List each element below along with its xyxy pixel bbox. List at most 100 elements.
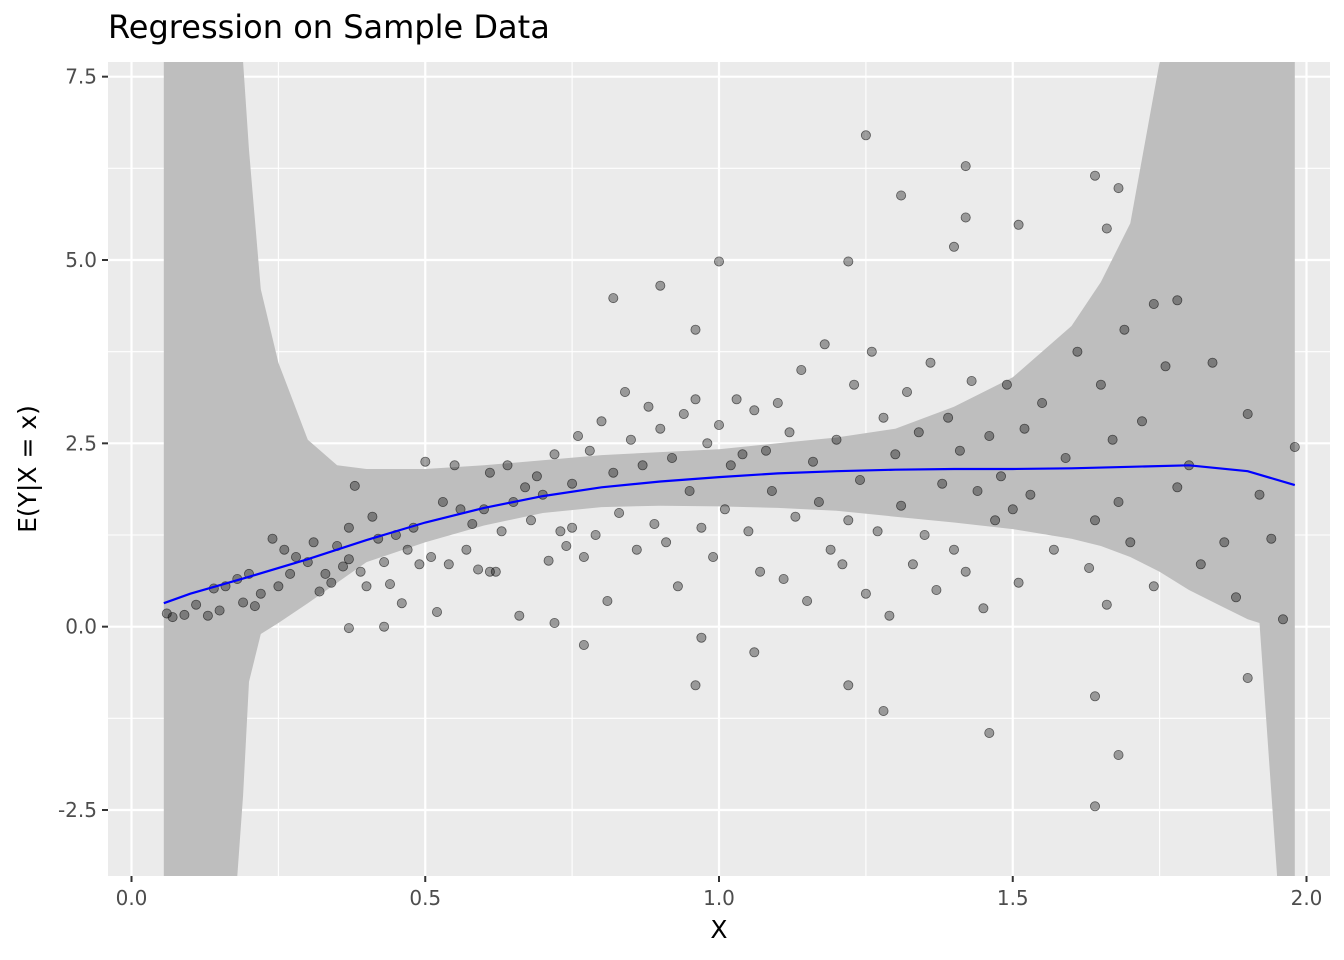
data-point xyxy=(1242,673,1253,684)
data-point xyxy=(1113,496,1124,507)
data-point xyxy=(561,541,572,552)
data-point xyxy=(614,507,625,518)
data-point xyxy=(567,478,578,489)
data-point xyxy=(267,533,278,544)
data-point xyxy=(484,566,495,577)
data-point xyxy=(714,256,725,267)
y-axis-title: E(Y|X = x) xyxy=(13,405,42,533)
data-point xyxy=(825,544,836,555)
data-point xyxy=(1113,183,1124,194)
data-point xyxy=(379,557,390,568)
data-point xyxy=(1013,219,1024,230)
data-point xyxy=(949,544,960,555)
data-point xyxy=(672,581,683,592)
data-point xyxy=(343,522,354,533)
data-point xyxy=(990,515,1001,526)
data-point xyxy=(714,419,725,430)
fit-line xyxy=(163,464,1296,605)
x-tick-label: 2.0 xyxy=(1291,886,1323,910)
data-point xyxy=(696,632,707,643)
data-point xyxy=(531,471,542,482)
data-point xyxy=(578,552,589,563)
data-point xyxy=(238,597,249,608)
data-point xyxy=(1037,397,1048,408)
data-point xyxy=(960,161,971,172)
data-point xyxy=(414,559,425,570)
y-tick-label: 7.5 xyxy=(65,65,97,89)
data-point xyxy=(972,485,983,496)
data-point xyxy=(437,496,448,507)
data-point xyxy=(878,412,889,423)
data-point xyxy=(396,598,407,609)
data-point xyxy=(931,585,942,596)
data-point xyxy=(367,511,378,522)
data-point xyxy=(772,397,783,408)
data-point xyxy=(608,467,619,478)
data-point xyxy=(1019,423,1030,434)
data-point xyxy=(314,586,325,597)
data-point xyxy=(285,568,296,579)
data-point xyxy=(761,445,772,456)
data-point xyxy=(1084,563,1095,574)
data-point xyxy=(907,559,918,570)
data-point xyxy=(249,601,260,612)
y-tick-label: 2.5 xyxy=(65,431,97,455)
data-point xyxy=(960,212,971,223)
data-point xyxy=(337,561,348,572)
data-point xyxy=(1101,599,1112,610)
data-point xyxy=(384,579,395,590)
data-point xyxy=(1013,577,1024,588)
data-point xyxy=(343,623,354,634)
data-point xyxy=(690,680,701,691)
data-point xyxy=(1289,441,1300,452)
data-point xyxy=(596,416,607,427)
y-axis: -2.5 0.0 2.5 5.0 7.5 xyxy=(58,65,108,822)
data-point xyxy=(690,394,701,405)
data-point xyxy=(167,612,178,623)
data-point xyxy=(1231,592,1242,603)
data-point xyxy=(1007,504,1018,515)
data-point xyxy=(808,456,819,467)
data-point xyxy=(655,280,666,291)
y-tick-label: 0.0 xyxy=(65,615,97,639)
data-point xyxy=(1060,452,1071,463)
data-point xyxy=(161,608,172,619)
data-point xyxy=(743,526,754,537)
data-point xyxy=(925,357,936,368)
data-point xyxy=(1172,295,1183,306)
data-point xyxy=(1095,379,1106,390)
data-point xyxy=(214,605,225,616)
data-point xyxy=(813,496,824,507)
data-point xyxy=(549,618,560,629)
data-point xyxy=(1090,801,1101,812)
data-point xyxy=(1148,581,1159,592)
x-tick-label: 1.5 xyxy=(997,886,1029,910)
data-point xyxy=(431,607,442,618)
data-point xyxy=(426,552,437,563)
data-point xyxy=(326,577,337,588)
data-point xyxy=(831,434,842,445)
data-point xyxy=(567,522,578,533)
data-point xyxy=(843,680,854,691)
data-point xyxy=(1207,357,1218,368)
data-point xyxy=(878,706,889,717)
data-point xyxy=(461,544,472,555)
data-point xyxy=(620,386,631,397)
data-point xyxy=(731,394,742,405)
data-point xyxy=(1125,537,1136,548)
data-point xyxy=(655,423,666,434)
data-point xyxy=(361,581,372,592)
data-point xyxy=(849,379,860,390)
data-point xyxy=(1242,408,1253,419)
data-point xyxy=(708,552,719,563)
data-point xyxy=(996,471,1007,482)
data-point xyxy=(496,526,507,537)
y-tick-label: -2.5 xyxy=(58,798,97,822)
data-point xyxy=(631,544,642,555)
data-point xyxy=(543,555,554,566)
data-point xyxy=(725,460,736,471)
data-point xyxy=(884,610,895,621)
x-tick-label: 1.0 xyxy=(703,886,735,910)
data-point xyxy=(1219,537,1230,548)
data-point xyxy=(1278,614,1289,625)
